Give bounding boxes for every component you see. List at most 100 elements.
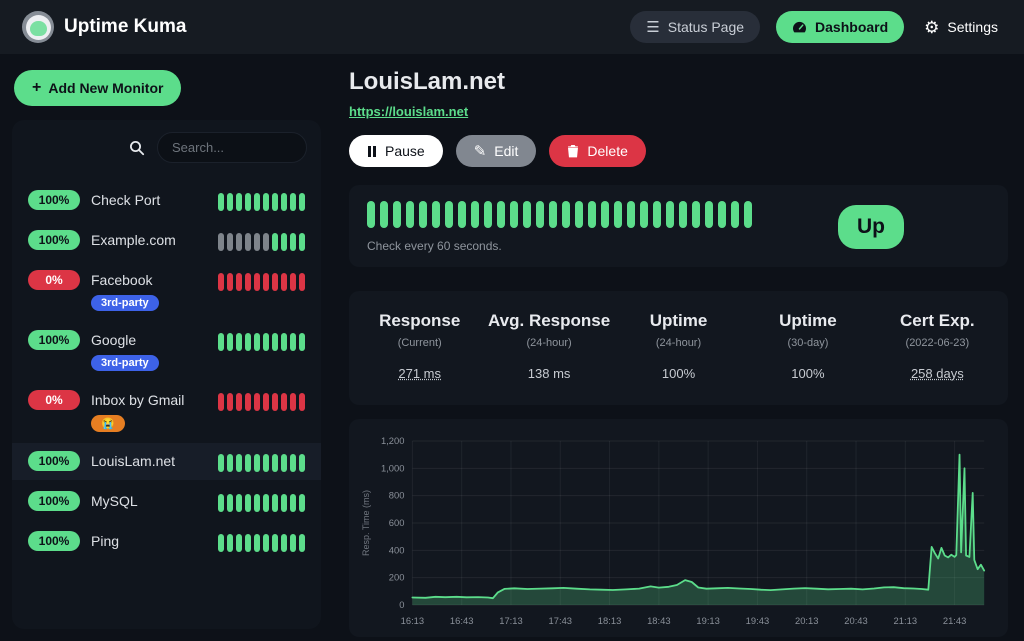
status-page-label: Status Page <box>667 19 745 35</box>
stat-subtitle: (24-hour) <box>655 337 702 349</box>
heartbeat-bar <box>536 201 544 228</box>
heartbeat-bar <box>290 393 296 411</box>
svg-text:21:13: 21:13 <box>894 616 917 627</box>
uptime-badge: 100% <box>28 531 80 551</box>
stat-subtitle: (24-hour) <box>526 337 572 349</box>
stat-block: Cert Exp. (2022-06-23) 258 days <box>873 311 1002 381</box>
monitor-list-item[interactable]: 100% LouisLam.net <box>12 443 321 480</box>
monitor-info: 100% MySQL <box>28 491 138 511</box>
heartbeat-bar <box>484 201 492 228</box>
monitor-tags: 😭 <box>91 415 184 432</box>
heartbeat-bar <box>263 393 269 411</box>
stat-subtitle: (30-day) <box>787 337 829 349</box>
svg-text:20:43: 20:43 <box>844 616 867 627</box>
monitor-list-item[interactable]: 0% Inbox by Gmail 😭 <box>12 382 321 440</box>
heartbeat-bar <box>290 534 296 552</box>
heartbeat-bar <box>236 233 242 251</box>
stat-value: 100% <box>791 366 825 381</box>
heartbeat-mini-row <box>218 193 305 211</box>
heartbeat-bar <box>281 233 287 251</box>
monitor-details: LouisLam.net https://louislam.net Pause … <box>333 54 1024 641</box>
heartbeat-mini-row <box>218 333 305 351</box>
heartbeat-bar <box>290 333 296 351</box>
heartbeat-bar <box>254 193 260 211</box>
heartbeat-bar-row <box>367 201 752 228</box>
monitor-list-panel: 100% Check Port 100% Example.com 0% Face… <box>12 120 321 629</box>
page-title: LouisLam.net <box>349 68 506 95</box>
monitor-info: 0% Inbox by Gmail 😭 <box>28 390 184 432</box>
monitor-list-item[interactable]: 100% Ping <box>12 523 321 560</box>
heartbeat-bar <box>218 273 224 291</box>
heartbeat-bar <box>575 201 583 228</box>
stat-value[interactable]: 258 days <box>910 366 964 381</box>
monitor-list-item[interactable]: 0% Facebook 3rd-party <box>12 262 321 319</box>
check-interval-text: Check every 60 seconds. <box>367 239 502 253</box>
heartbeat-bar <box>299 233 305 251</box>
monitor-list-item[interactable]: 100% Example.com <box>12 222 321 259</box>
monitor-name: MySQL <box>91 493 138 509</box>
heartbeat-bar <box>227 193 233 211</box>
heartbeat-bar <box>290 233 296 251</box>
heartbeat-bar <box>299 534 305 552</box>
dashboard-button[interactable]: Dashboard <box>776 11 905 43</box>
heartbeat-bar <box>263 233 269 251</box>
search-input[interactable] <box>157 132 307 163</box>
heartbeat-bar <box>627 201 635 228</box>
monitor-info: 100% Ping <box>28 531 119 551</box>
brand[interactable]: Uptime Kuma <box>22 11 186 43</box>
stat-block: Uptime (24-hour) 100% <box>614 311 743 381</box>
stat-title: Response <box>379 311 461 330</box>
stat-block: Response (Current) 271 ms <box>355 311 484 381</box>
uptime-badge: 100% <box>28 230 80 250</box>
status-badge: Up <box>838 205 904 249</box>
pause-button[interactable]: Pause <box>349 135 443 167</box>
stat-value[interactable]: 271 ms <box>398 366 442 381</box>
monitor-url-link[interactable]: https://louislam.net <box>349 104 469 119</box>
svg-text:19:43: 19:43 <box>746 616 769 627</box>
monitor-list-item[interactable]: 100% Google 3rd-party <box>12 322 321 379</box>
monitor-info: 100% LouisLam.net <box>28 451 175 471</box>
heartbeat-bar <box>218 454 224 472</box>
heartbeat-bar <box>263 534 269 552</box>
heartbeat-bar <box>236 193 242 211</box>
heartbeat-bar <box>510 201 518 228</box>
monitor-list-item[interactable]: 100% MySQL <box>12 483 321 520</box>
svg-text:16:13: 16:13 <box>401 616 424 627</box>
heartbeat-bar <box>245 333 251 351</box>
heartbeat-bar <box>236 393 242 411</box>
heartbeat-bar <box>692 201 700 228</box>
monitor-tag: 3rd-party <box>91 295 159 311</box>
svg-text:16:43: 16:43 <box>450 616 473 627</box>
trash-icon <box>567 144 579 158</box>
heartbeat-bar <box>471 201 479 228</box>
sidebar: + Add New Monitor 100% Check Port <box>0 54 333 641</box>
delete-button[interactable]: Delete <box>549 135 646 167</box>
stat-title: Avg. Response <box>488 311 611 330</box>
heartbeat-bar <box>419 201 427 228</box>
add-new-monitor-button[interactable]: + Add New Monitor <box>14 70 182 106</box>
edit-button[interactable]: ✎ Edit <box>455 135 537 167</box>
heartbeat-bar <box>254 333 260 351</box>
heartbeat-bar <box>227 273 233 291</box>
stat-subtitle: (2022-06-23) <box>905 337 970 349</box>
monitor-info: 100% Google 3rd-party <box>28 330 159 371</box>
heartbeat-bar <box>272 273 278 291</box>
heartbeat-bar <box>236 494 242 512</box>
heartbeat-block: Check every 60 seconds. <box>367 201 752 253</box>
heartbeat-bar <box>588 201 596 228</box>
heartbeat-bar <box>640 201 648 228</box>
heartbeat-bar <box>601 201 609 228</box>
heartbeat-bar <box>263 454 269 472</box>
heartbeat-bar <box>290 494 296 512</box>
heartbeat-bar <box>272 454 278 472</box>
status-page-button[interactable]: ☰ Status Page <box>630 11 761 43</box>
heartbeat-bar <box>254 534 260 552</box>
heartbeat-bar <box>272 534 278 552</box>
heartbeat-bar <box>254 494 260 512</box>
heartbeat-bar <box>227 494 233 512</box>
settings-button[interactable]: ⚙ Settings <box>920 11 1002 44</box>
monitor-list-item[interactable]: 100% Check Port <box>12 182 321 219</box>
delete-label: Delete <box>587 143 628 159</box>
brand-title: Uptime Kuma <box>64 16 187 37</box>
uptime-kuma-logo-icon <box>22 11 54 43</box>
